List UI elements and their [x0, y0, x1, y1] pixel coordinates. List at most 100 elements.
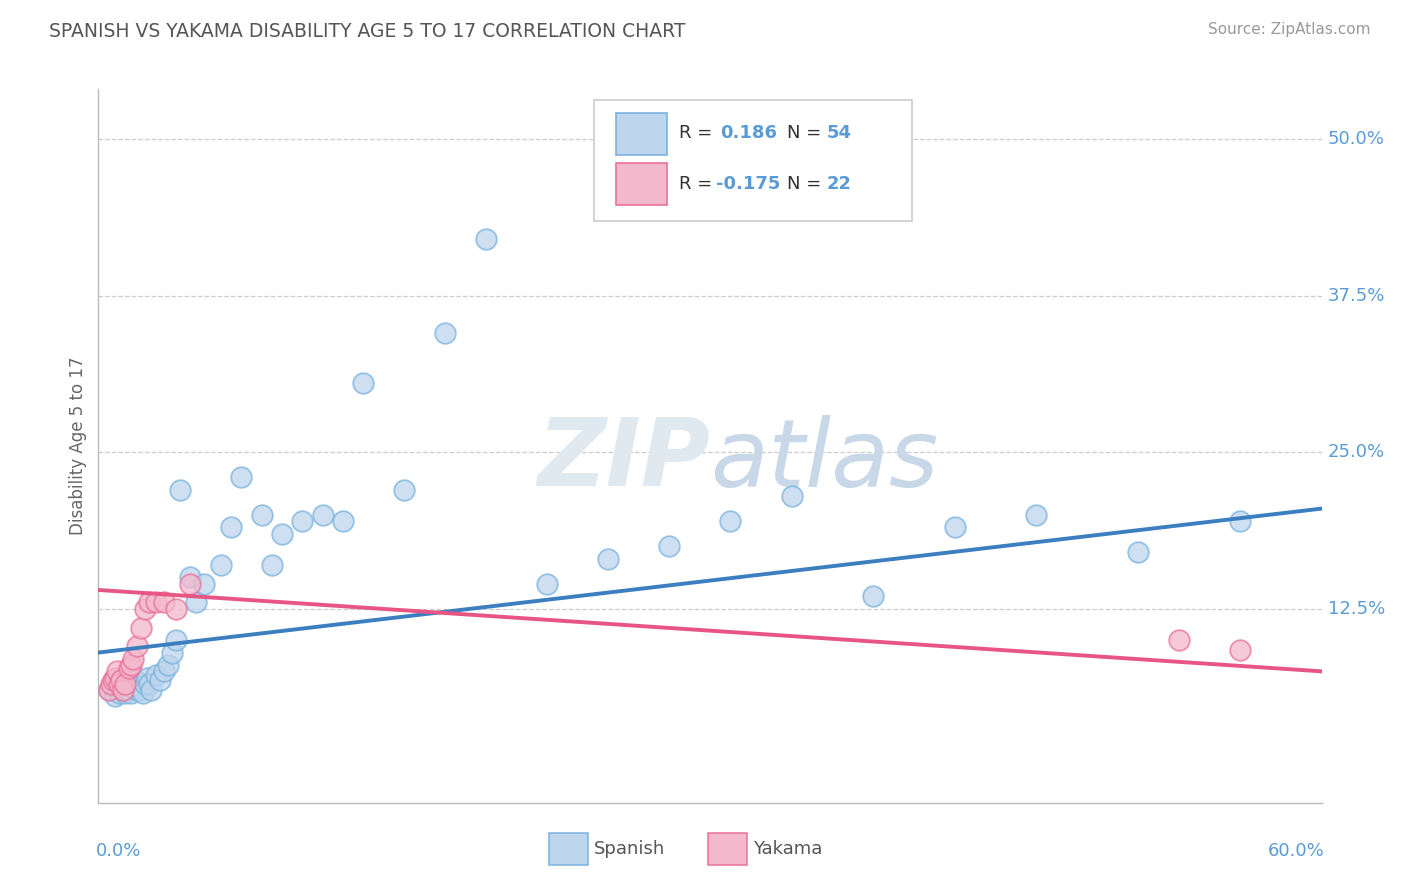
Point — [134, 677, 156, 691]
Point — [129, 621, 152, 635]
Text: N =: N = — [787, 125, 827, 143]
Point — [352, 376, 374, 391]
Point — [104, 690, 127, 704]
Point — [1167, 633, 1189, 648]
Text: 54: 54 — [827, 125, 851, 143]
Point — [101, 673, 124, 687]
Point — [97, 683, 120, 698]
Point — [862, 589, 884, 603]
Text: Spanish: Spanish — [593, 840, 665, 858]
Text: Yakama: Yakama — [752, 840, 823, 858]
Point — [219, 520, 242, 534]
Point — [165, 633, 187, 648]
Point — [145, 595, 167, 609]
Text: R =: R = — [679, 175, 718, 193]
Point — [111, 683, 134, 698]
Point — [100, 677, 122, 691]
Point — [536, 576, 558, 591]
Point — [291, 514, 314, 528]
Point — [136, 671, 159, 685]
FancyBboxPatch shape — [707, 833, 747, 865]
Point — [118, 677, 141, 691]
Text: SPANISH VS YAKAMA DISABILITY AGE 5 TO 17 CORRELATION CHART: SPANISH VS YAKAMA DISABILITY AGE 5 TO 17… — [49, 22, 686, 41]
Point — [474, 232, 498, 246]
Point — [108, 677, 131, 691]
Point — [114, 685, 136, 699]
Point — [118, 660, 141, 674]
Text: 0.186: 0.186 — [720, 125, 778, 143]
Point — [149, 673, 172, 687]
Point — [145, 668, 167, 682]
Point — [193, 576, 215, 591]
Point — [1025, 508, 1047, 522]
Point — [128, 679, 150, 693]
Point — [156, 658, 179, 673]
Text: 50.0%: 50.0% — [1327, 130, 1385, 148]
Point — [115, 683, 138, 698]
Point — [780, 489, 803, 503]
Text: 37.5%: 37.5% — [1327, 286, 1385, 305]
FancyBboxPatch shape — [593, 100, 912, 221]
Point — [110, 673, 132, 687]
Point — [152, 595, 174, 609]
Point — [160, 646, 183, 660]
Text: atlas: atlas — [710, 415, 938, 506]
Point — [134, 601, 156, 615]
Text: N =: N = — [787, 175, 827, 193]
Point — [179, 570, 201, 584]
Point — [392, 483, 416, 497]
Point — [127, 683, 149, 698]
Point — [152, 665, 174, 679]
Point — [122, 652, 145, 666]
FancyBboxPatch shape — [616, 162, 668, 205]
Point — [179, 576, 201, 591]
Point — [186, 595, 208, 609]
Point — [312, 508, 335, 522]
FancyBboxPatch shape — [616, 112, 668, 155]
Point — [97, 683, 120, 698]
Point — [120, 658, 142, 673]
Point — [124, 673, 146, 687]
Text: ZIP: ZIP — [537, 414, 710, 507]
Point — [658, 539, 681, 553]
Text: 22: 22 — [827, 175, 851, 193]
Point — [138, 595, 160, 609]
Point — [332, 514, 354, 528]
Point — [105, 665, 128, 679]
Point — [165, 601, 187, 615]
Point — [138, 677, 160, 691]
Point — [598, 551, 620, 566]
Point — [129, 683, 152, 698]
Point — [943, 520, 966, 534]
Point — [122, 681, 145, 695]
Point — [270, 526, 294, 541]
Point — [132, 685, 155, 699]
Text: 0.0%: 0.0% — [96, 842, 142, 860]
Point — [209, 558, 232, 572]
Text: -0.175: -0.175 — [716, 175, 780, 193]
Point — [141, 683, 163, 698]
Point — [108, 685, 131, 699]
Point — [120, 685, 142, 699]
Point — [718, 514, 742, 528]
Point — [118, 671, 141, 685]
Text: 25.0%: 25.0% — [1327, 443, 1385, 461]
Point — [114, 677, 136, 691]
Point — [434, 326, 457, 341]
Point — [260, 558, 283, 572]
Point — [111, 673, 134, 687]
Point — [1128, 545, 1150, 559]
FancyBboxPatch shape — [548, 833, 588, 865]
Point — [127, 640, 149, 654]
Text: 60.0%: 60.0% — [1267, 842, 1324, 860]
Point — [1229, 643, 1251, 657]
Point — [110, 681, 132, 695]
Text: 12.5%: 12.5% — [1327, 599, 1385, 618]
Point — [104, 671, 127, 685]
Point — [101, 677, 124, 691]
Point — [169, 483, 191, 497]
Text: Source: ZipAtlas.com: Source: ZipAtlas.com — [1208, 22, 1371, 37]
Y-axis label: Disability Age 5 to 17: Disability Age 5 to 17 — [69, 357, 87, 535]
Point — [250, 508, 273, 522]
Text: R =: R = — [679, 125, 718, 143]
